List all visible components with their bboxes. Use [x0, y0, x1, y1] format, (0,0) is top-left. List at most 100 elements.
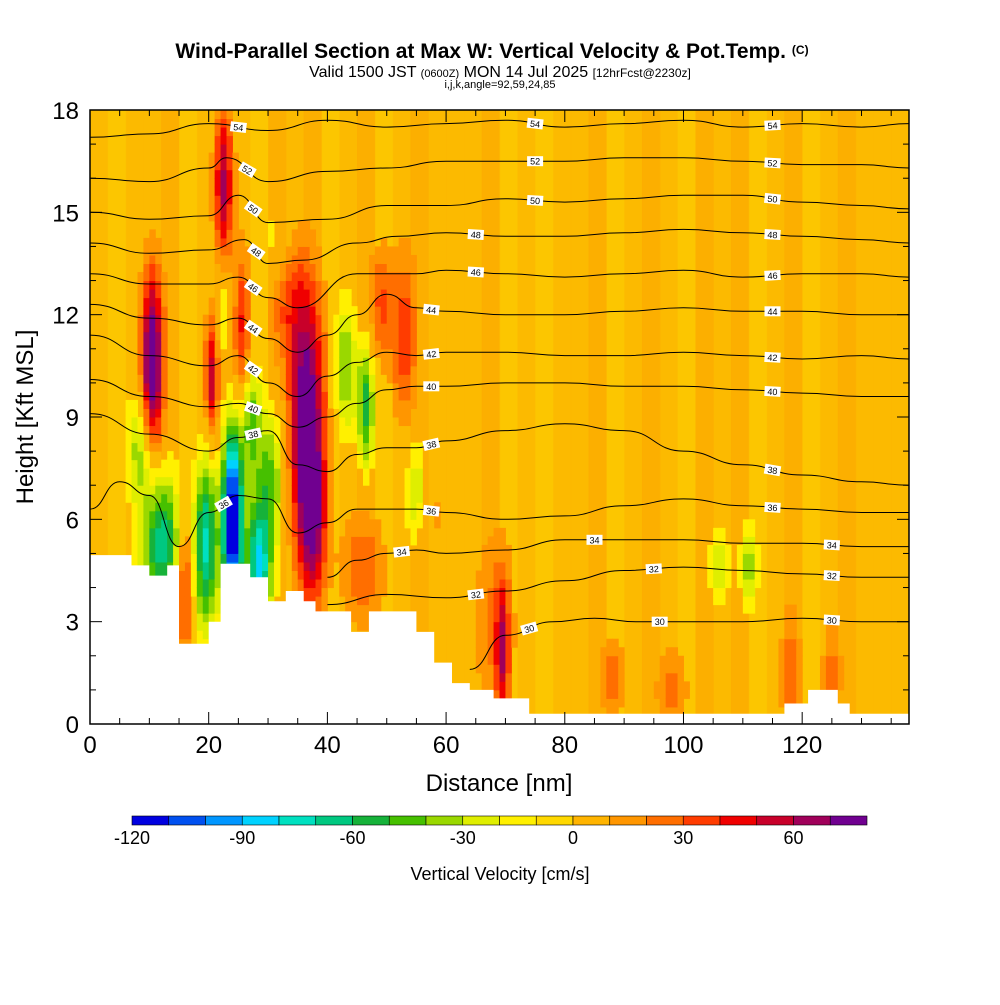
- velocity-cell: [268, 451, 275, 461]
- velocity-cell: [161, 357, 168, 367]
- velocity-cell: [220, 314, 227, 324]
- velocity-cell: [315, 391, 322, 401]
- contour-label: 48: [467, 229, 485, 240]
- velocity-cell: [149, 544, 156, 554]
- velocity-cell: [612, 638, 619, 648]
- velocity-cell: [380, 306, 388, 316]
- velocity-cell: [315, 254, 322, 264]
- velocity-cell: [487, 561, 495, 571]
- velocity-cell: [232, 152, 239, 162]
- contour-label: 44: [764, 306, 781, 317]
- velocity-cell: [131, 468, 138, 478]
- colorbar-swatch: [352, 815, 390, 826]
- contour-label-text: 40: [247, 403, 260, 416]
- velocity-cell: [321, 417, 328, 427]
- velocity-cell: [291, 408, 299, 418]
- velocity-cell: [190, 579, 198, 589]
- contour-label: 44: [243, 319, 263, 337]
- velocity-cell: [232, 263, 239, 273]
- velocity-cell: [167, 527, 174, 537]
- velocity-cell: [220, 536, 227, 546]
- velocity-cell: [173, 493, 180, 503]
- velocity-cell: [285, 434, 293, 444]
- velocity-cell: [831, 621, 839, 631]
- velocity-cell: [226, 254, 233, 264]
- velocity-cell: [315, 425, 322, 435]
- velocity-cell: [315, 280, 322, 290]
- velocity-cell: [374, 272, 382, 282]
- velocity-cell: [155, 570, 162, 580]
- velocity-cell: [256, 468, 263, 478]
- velocity-cell: [778, 698, 785, 708]
- colorbar-swatch: [388, 815, 427, 826]
- velocity-cell: [784, 613, 791, 623]
- velocity-cell: [345, 536, 352, 546]
- velocity-cell: [268, 323, 275, 333]
- velocity-cell: [256, 442, 263, 452]
- velocity-cell: [244, 382, 251, 392]
- velocity-cell: [273, 348, 281, 358]
- velocity-cell: [612, 655, 619, 665]
- velocity-cell: [131, 493, 138, 503]
- contour-label-box: [422, 437, 441, 451]
- velocity-cell: [285, 408, 293, 418]
- velocity-cell: [363, 374, 370, 384]
- contour-label-text: 46: [767, 271, 778, 282]
- velocity-cell: [137, 451, 144, 461]
- velocity-cell: [333, 357, 340, 367]
- velocity-cell: [220, 297, 227, 307]
- velocity-cell: [351, 613, 358, 623]
- velocity-cell: [309, 468, 317, 478]
- velocity-cell: [220, 195, 227, 205]
- velocity-cell: [238, 459, 245, 469]
- velocity-cell: [232, 434, 239, 444]
- velocity-cell: [303, 485, 311, 495]
- velocity-cell: [297, 519, 305, 529]
- colorbar-swatch: [168, 815, 206, 826]
- velocity-cell: [232, 272, 239, 282]
- velocity-cell: [291, 417, 299, 427]
- velocity-cell: [220, 442, 227, 452]
- velocity-cell: [291, 544, 299, 554]
- velocity-cell: [214, 476, 222, 486]
- velocity-cell: [398, 374, 406, 384]
- contour-label: 32: [467, 588, 485, 600]
- velocity-cell: [351, 374, 358, 384]
- velocity-cell: [232, 186, 239, 196]
- velocity-cell: [339, 306, 346, 316]
- velocity-cell: [196, 604, 204, 614]
- velocity-cell: [327, 536, 334, 546]
- velocity-cell: [196, 510, 204, 520]
- velocity-cell: [357, 561, 364, 571]
- velocity-cell: [398, 357, 406, 367]
- velocity-cell: [404, 519, 411, 529]
- velocity-cell: [398, 263, 406, 273]
- velocity-cell: [244, 391, 251, 401]
- velocity-cell: [368, 459, 376, 469]
- velocity-cell: [748, 519, 756, 529]
- colorbar-tick-label: -30: [450, 828, 476, 848]
- velocity-cell: [226, 408, 233, 418]
- velocity-cell: [214, 485, 222, 495]
- velocity-cell: [368, 306, 376, 316]
- velocity-cell: [321, 399, 328, 409]
- velocity-cell: [208, 408, 216, 418]
- velocity-cell: [784, 672, 791, 682]
- velocity-cell: [143, 323, 150, 333]
- velocity-cell: [392, 297, 400, 307]
- velocity-cell: [232, 451, 239, 461]
- colorbar-swatch: [609, 815, 647, 826]
- velocity-cell: [487, 579, 495, 589]
- velocity-cell: [155, 425, 162, 435]
- shading-stripe: [713, 110, 732, 724]
- velocity-cell: [244, 459, 251, 469]
- velocity-cell: [303, 544, 311, 554]
- velocity-cell: [208, 161, 216, 171]
- velocity-cell: [262, 434, 269, 444]
- velocity-cells-layer: [125, 110, 845, 724]
- velocity-cell: [380, 348, 388, 358]
- colorbar-tick-label: -90: [229, 828, 255, 848]
- velocity-cell: [161, 289, 168, 299]
- velocity-cell: [511, 613, 518, 623]
- velocity-cell: [297, 229, 305, 239]
